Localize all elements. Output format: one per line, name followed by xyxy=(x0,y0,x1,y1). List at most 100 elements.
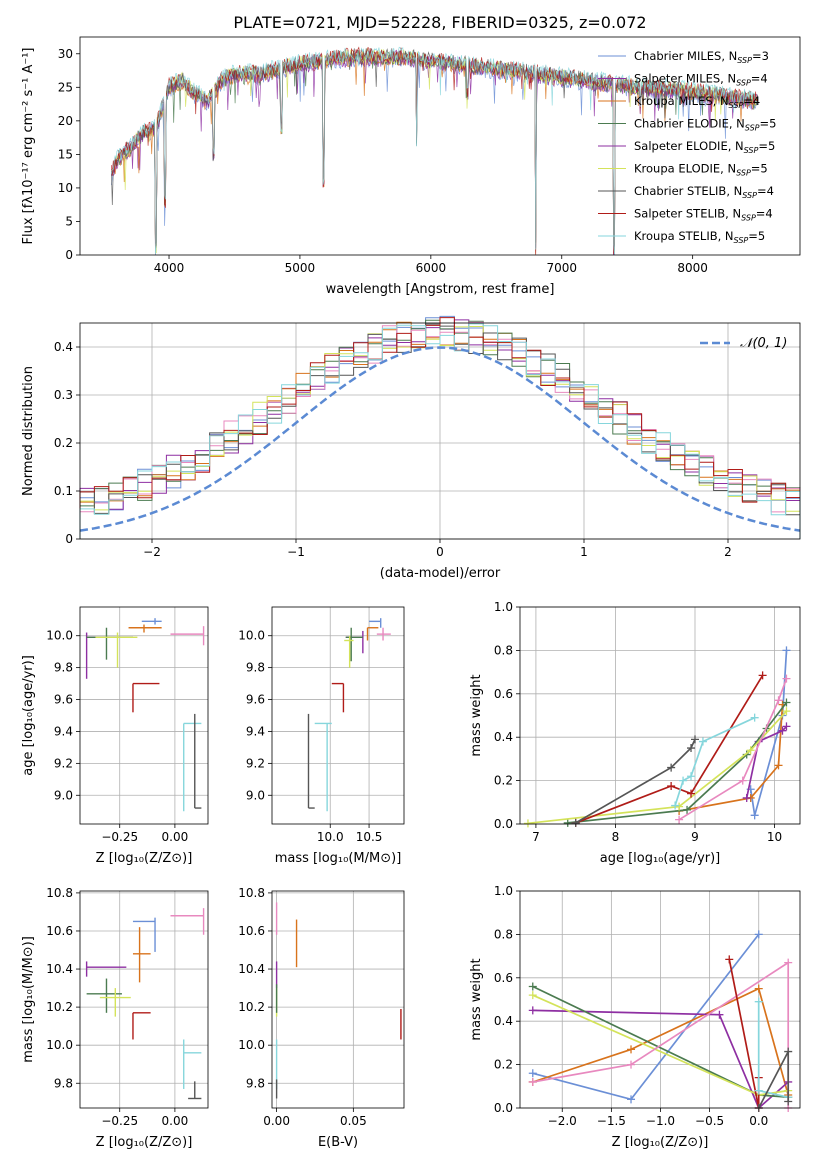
y-tick-label: 9.8 xyxy=(54,1076,73,1090)
weight-point xyxy=(528,1006,537,1015)
mass-weight-vs-age-panel: 7 8 9 10 0.0 0.2 0.4 0.6 0.8 1.0 age [log₁₀(age/yr… xyxy=(469,600,801,866)
legend-entry: Kroupa MILES, NSSP=4 xyxy=(634,94,760,110)
y-tick-label: 10.2 xyxy=(46,1000,73,1014)
y-tick-label: 10.0 xyxy=(238,1038,265,1052)
y-tick-label: 10.6 xyxy=(46,924,73,938)
y-tick-label: 10.4 xyxy=(238,962,265,976)
residuals-panel: −2 −1 0 1 2 0 0.1 0.2 0.3 0.4 (data-model)/error No… xyxy=(21,315,801,581)
y-tick-label: 0.8 xyxy=(494,927,513,941)
x-tick-label: 6000 xyxy=(416,261,447,275)
axes-frame xyxy=(271,890,405,1109)
y-tick-label: 0.6 xyxy=(494,971,513,985)
y-tick-label: 0.6 xyxy=(494,687,513,701)
axes-frame xyxy=(519,606,801,825)
weight-point xyxy=(784,958,793,967)
weight-point xyxy=(667,782,676,791)
x-tick-label: −1.0 xyxy=(646,1114,675,1128)
weight-point xyxy=(738,776,747,785)
weight-series xyxy=(678,678,788,821)
y-tick-label: 9.4 xyxy=(246,724,265,738)
y-tick-label: 9.0 xyxy=(54,788,73,802)
weight-point xyxy=(667,763,676,772)
weight-point xyxy=(687,789,696,798)
weight-series xyxy=(532,987,790,1096)
x-tick-label: 4000 xyxy=(154,261,185,275)
weight-point xyxy=(683,805,692,814)
weight-point xyxy=(754,930,763,939)
mass-weight-vs-metallicity-panel: −2.0 −1.5 −1.0 −0.5 0.0 0.0 0.2 0.4 0.6 0.8 1.0 Z [… xyxy=(469,884,801,1150)
weight-point xyxy=(750,713,759,722)
weight-point xyxy=(687,744,696,753)
weight-point xyxy=(691,735,699,744)
x-tick-label: 10 xyxy=(767,830,782,844)
spectrum-series xyxy=(111,46,758,255)
weight-point xyxy=(778,726,787,735)
x-tick-label: 1 xyxy=(580,545,588,559)
y-tick-label: 1.0 xyxy=(494,600,513,614)
weight-point xyxy=(774,761,783,770)
weight-point xyxy=(528,982,537,991)
weight-point xyxy=(784,1097,793,1106)
y-tick-label: 0 xyxy=(65,532,73,546)
panels: 4000 5000 6000 7000 8000051015202530waveleng… xyxy=(21,36,801,1150)
x-tick-label: 9 xyxy=(691,830,699,844)
weight-point xyxy=(563,818,572,827)
legend-entry: Kroupa STELIB, NSSP=5 xyxy=(634,229,765,245)
y-tick-label: 5 xyxy=(65,214,73,228)
legend-entry: Chabrier MILES, NSSP=3 xyxy=(634,49,769,65)
weight-series xyxy=(527,710,788,825)
weight-series xyxy=(678,704,784,812)
y-tick-label: 0.2 xyxy=(494,1058,513,1072)
x-tick-label: −1.5 xyxy=(597,1114,626,1128)
weight-point xyxy=(754,1086,763,1095)
histogram-series xyxy=(79,323,801,539)
weight-series xyxy=(745,725,788,799)
spectrum-panel: 4000 5000 6000 7000 8000 0 5 10 15 20 25 30 waveleng… xyxy=(21,36,801,297)
y-tick-label: 9.6 xyxy=(54,693,73,707)
x-tick-label: −1 xyxy=(287,545,305,559)
y-tick-label: 9.8 xyxy=(246,661,265,675)
x-tick-label: 5000 xyxy=(285,261,316,275)
y-tick-label: 10.8 xyxy=(46,886,73,900)
y-tick-label: 10 xyxy=(58,181,73,195)
weight-point xyxy=(774,696,783,705)
weight-point xyxy=(715,1010,724,1019)
weight-point xyxy=(528,1069,537,1078)
y-tick-label: 9.4 xyxy=(54,724,73,738)
y-tick-label: 0 xyxy=(65,248,73,262)
y-tick-label: 0.0 xyxy=(494,1101,513,1115)
weight-point xyxy=(746,746,755,755)
y-tick-label: 0.8 xyxy=(494,643,513,657)
legend-entry: 𝒩(0, 1) xyxy=(740,336,787,351)
weight-point xyxy=(528,1077,537,1086)
x-tick-label: −0.25 xyxy=(101,1114,138,1128)
weight-point xyxy=(782,707,791,716)
x-axis-label: Z [log₁₀(Z/Z⊙)] xyxy=(612,1135,709,1150)
legend-entry: Salpeter MILES, NSSP=4 xyxy=(634,72,768,88)
y-tick-label: 9.8 xyxy=(54,661,73,675)
x-tick-label: 7000 xyxy=(546,261,577,275)
y-tick-label: 0.0 xyxy=(494,817,513,831)
weight-point xyxy=(758,671,767,680)
y-tick-label: 10.0 xyxy=(46,629,73,643)
y-tick-label: 9.0 xyxy=(246,788,265,802)
weight-point xyxy=(782,698,791,707)
y-tick-label: 10.4 xyxy=(46,962,73,976)
x-axis-label: E(B-V) xyxy=(318,1135,358,1150)
axes-frame xyxy=(79,322,801,540)
y-tick-label: 0.4 xyxy=(494,730,513,744)
weight-series xyxy=(575,674,764,824)
y-tick-label: 10.8 xyxy=(238,886,265,900)
weight-point xyxy=(571,818,580,827)
weight-series xyxy=(728,959,760,1109)
y-axis-label: mass [log₁₀(M/M⊙)] xyxy=(21,936,36,1063)
weight-point xyxy=(754,997,763,1006)
y-tick-label: 0.2 xyxy=(54,436,73,450)
x-tick-label: −0.5 xyxy=(695,1114,724,1128)
weight-point xyxy=(687,772,696,781)
weight-point xyxy=(679,776,688,785)
x-tick-label: 8000 xyxy=(677,261,708,275)
weight-series xyxy=(532,1009,789,1110)
y-axis-label: mass weight xyxy=(469,958,484,1040)
